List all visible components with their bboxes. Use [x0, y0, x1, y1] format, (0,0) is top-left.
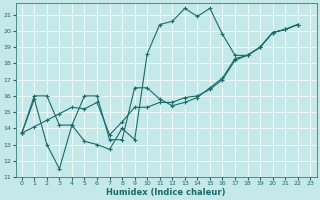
X-axis label: Humidex (Indice chaleur): Humidex (Indice chaleur): [106, 188, 226, 197]
